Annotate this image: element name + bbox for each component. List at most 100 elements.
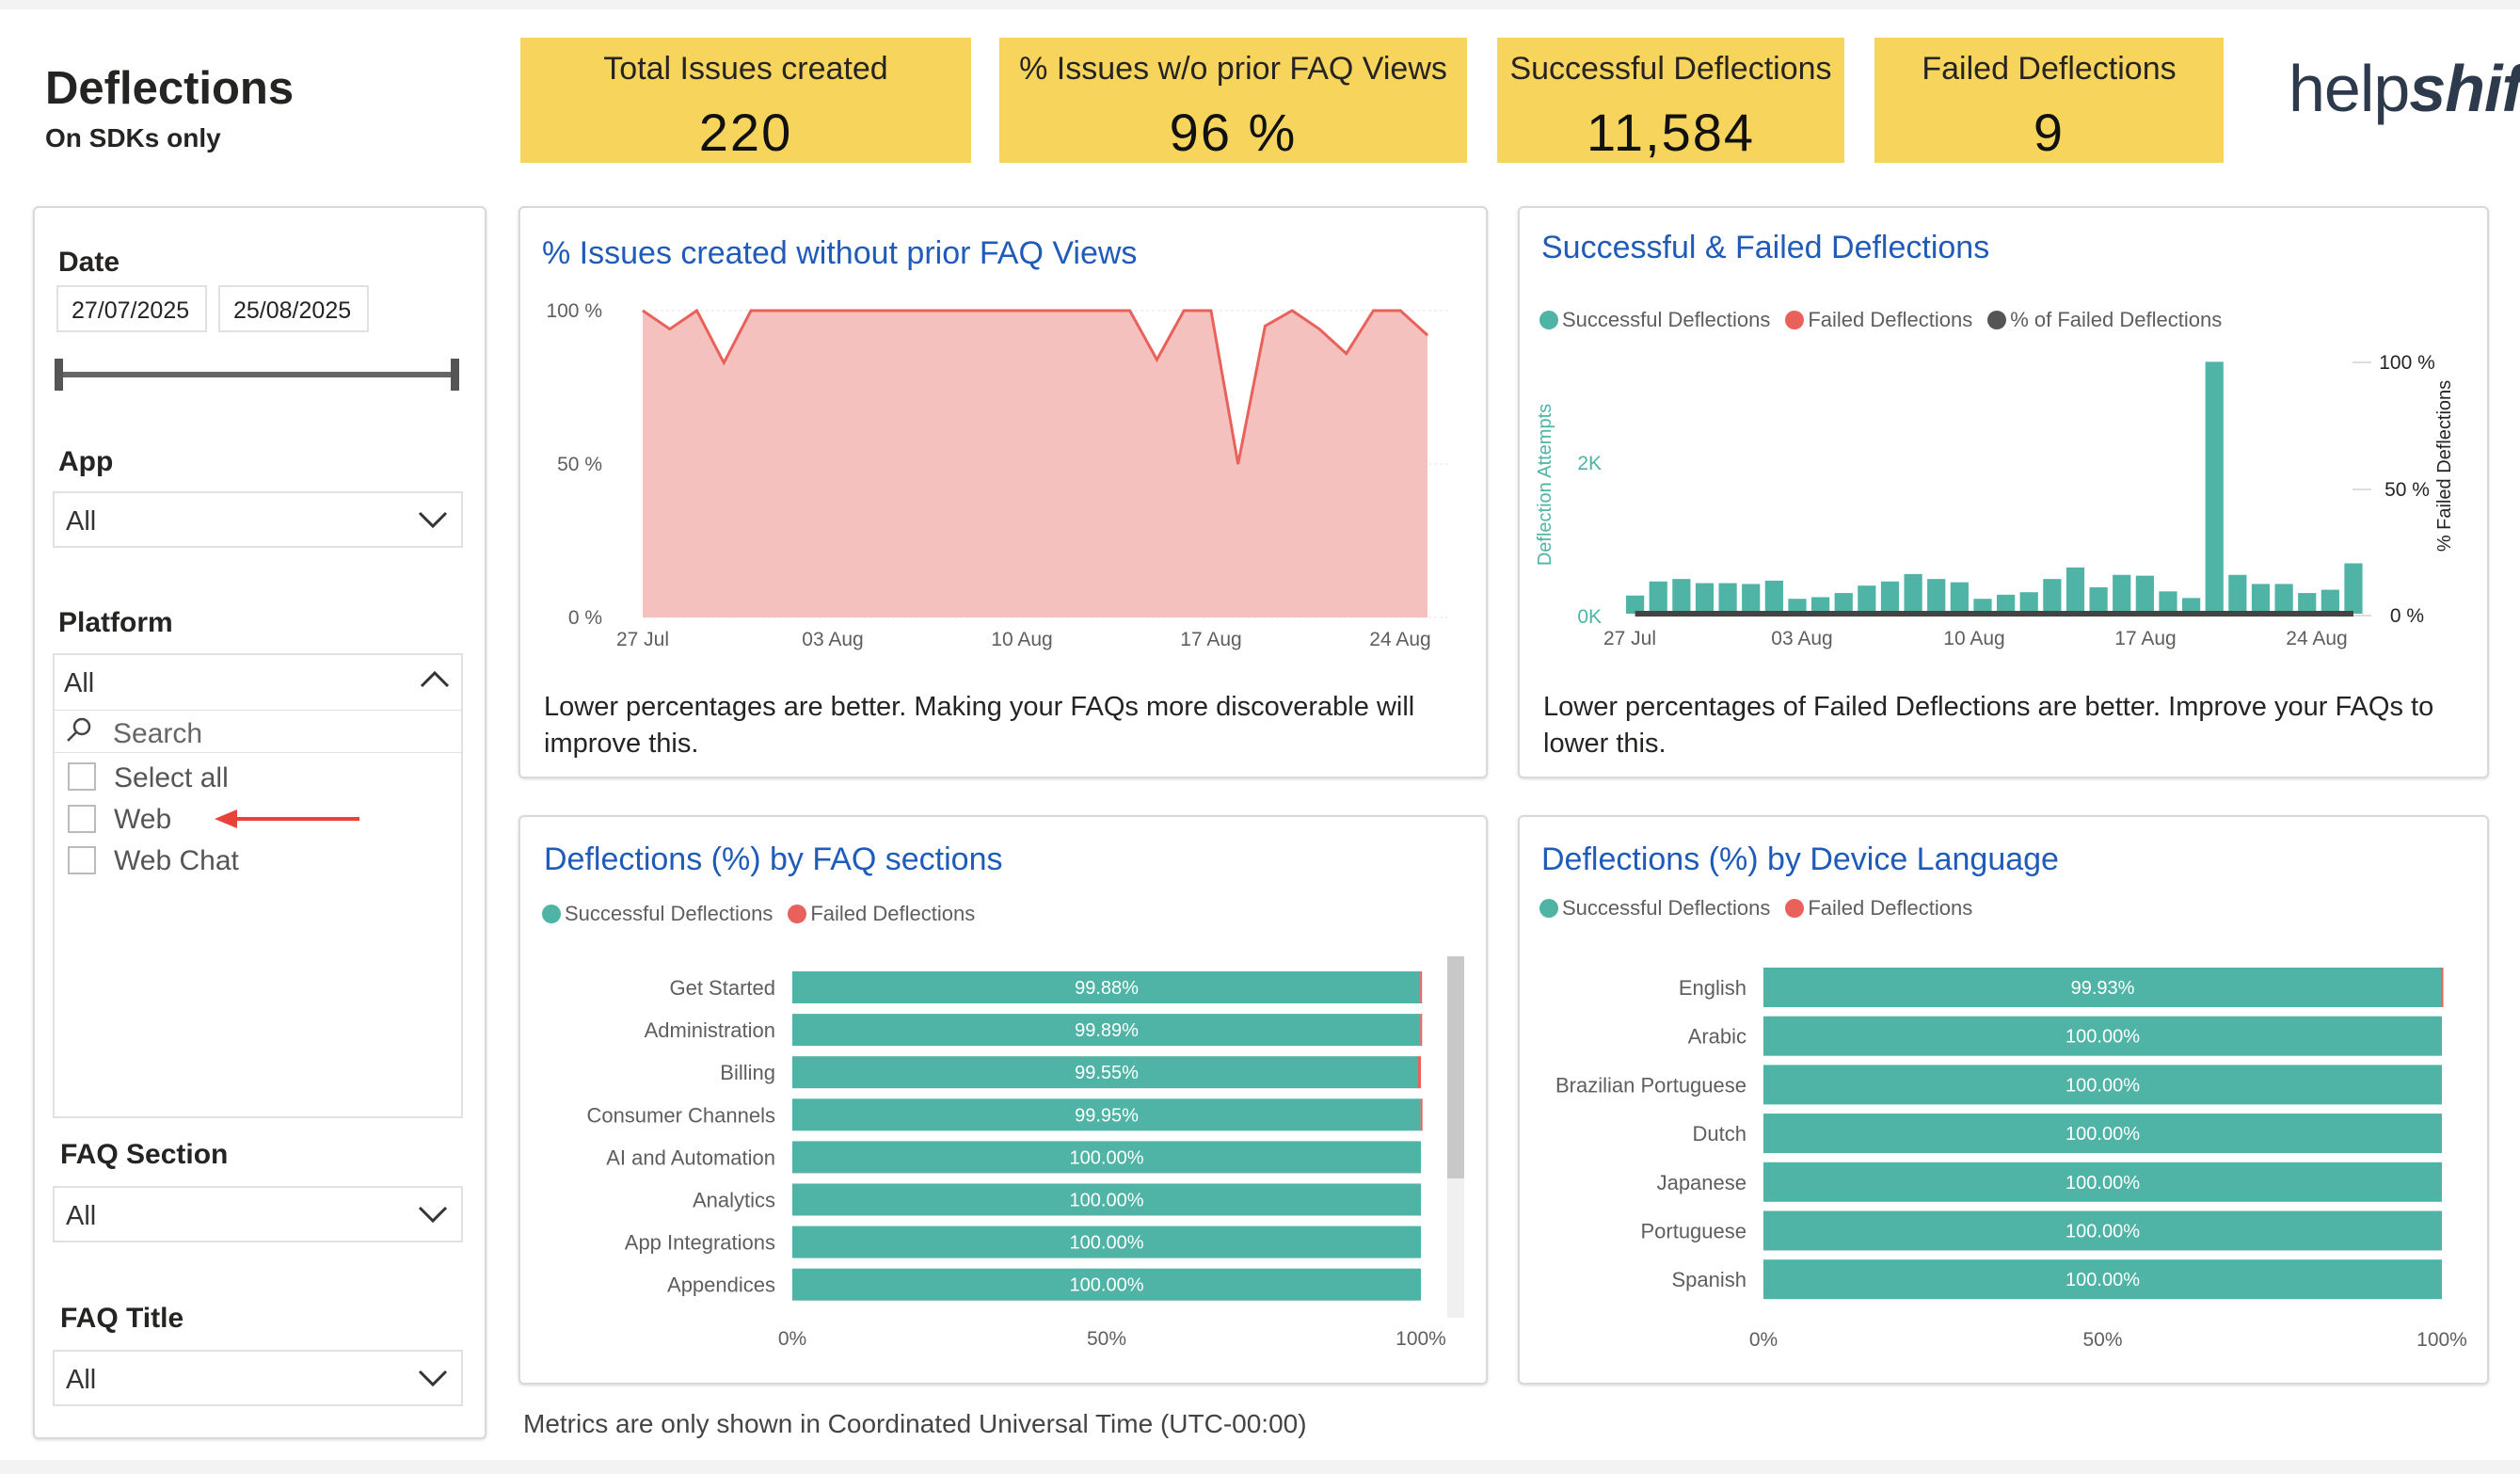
category-label: App Integrations [625,1231,775,1255]
data-point [1183,310,1185,312]
bar-successful [1927,579,1946,614]
bar-successful [1649,581,1667,614]
bar-successful [1950,582,1969,614]
date-start-input[interactable]: 27/07/2025 [56,285,207,332]
kpi-issues-without-faq[interactable]: % Issues w/o prior FAQ Views 96 % [999,38,1467,163]
legend-item-failed[interactable]: Failed Deflections [1785,308,1972,332]
option-web[interactable]: Web [114,804,172,835]
bar-successful [2228,574,2247,614]
chevron-down-icon [418,1370,448,1387]
data-point [885,310,887,312]
device-language-chart[interactable]: English 99.93% Arabic 100.00% Brazilian Port… [1524,941,2475,1365]
y2-axis-title: % Failed Deflections [2434,380,2455,552]
faq-title-dropdown-value: All [66,1365,97,1395]
data-point [642,310,644,312]
bar-successful [1763,1114,2442,1154]
legend-item-failed[interactable]: Failed Deflections [788,902,975,926]
logo-part-2: shift [2409,52,2520,125]
page-title: Deflections [45,63,295,114]
checkbox-web[interactable] [68,805,96,833]
category-label: Analytics [693,1189,775,1212]
category-label: Consumer Channels [586,1103,775,1127]
faq-title-dropdown[interactable]: All [53,1350,463,1406]
category-label: Administration [645,1018,775,1042]
data-label: 99.95% [1075,1105,1139,1126]
option-web-chat[interactable]: Web Chat [114,845,239,876]
faq-section-dropdown-value: All [66,1201,97,1231]
bar-successful [1764,580,1783,614]
faq-section-dropdown[interactable]: All [53,1186,463,1242]
data-point [1318,328,1320,330]
bar-successful [2135,575,2154,614]
bar-successful [2113,574,2131,614]
legend-dot-red [1785,899,1805,918]
slider-end-handle[interactable] [451,359,459,391]
legend-item-successful[interactable]: Successful Deflections [542,902,773,926]
data-point [1264,325,1266,327]
bar-successful [2298,593,2317,614]
checkbox-web-chat[interactable] [68,846,96,874]
legend-item-failed[interactable]: Failed Deflections [1785,896,1972,921]
bar-successful [792,1014,1421,1047]
kpi-value: 96 % [1169,103,1298,162]
legend-item-successful[interactable]: Successful Deflections [1539,896,1770,921]
platform-dropdown[interactable]: All [53,653,463,710]
category-label: Appendices [667,1274,775,1297]
bar-successful [1997,594,2016,614]
legend-item-failed-pct[interactable]: % of Failed Deflections [1987,308,2222,332]
series-line [642,308,1429,465]
bar-successful [1973,599,1992,614]
bar-failed [1420,971,1423,1003]
x-tick-label: 17 Aug [1180,629,1241,650]
checkbox-select-all[interactable] [68,762,96,791]
kpi-label: Successful Deflections [1509,51,1832,87]
x-tick-label: 100% [2416,1329,2467,1351]
data-label: 100.00% [1070,1275,1144,1296]
bar-successful [1763,1065,2442,1105]
date-range-slider[interactable] [53,356,461,393]
bar-successful [792,1141,1421,1174]
data-label: 100.00% [2065,1124,2140,1145]
deflections-title: Successful & Failed Deflections [1541,230,1990,265]
data-point [939,310,941,312]
data-point [1021,310,1023,312]
x-tick-label: 27 Jul [616,629,669,650]
data-point [696,310,698,312]
helpshift-logo: helpshift [2289,51,2520,126]
kpi-successful-deflections[interactable]: Successful Deflections 11,584 [1497,38,1844,163]
data-label: 99.89% [1075,1020,1139,1041]
area-fill [643,311,1427,617]
kpi-value: 11,584 [1586,103,1756,162]
faq-sections-chart[interactable]: Get Started 99.88% Administration 99.89% Bil… [527,941,1477,1365]
data-label: 99.93% [2071,978,2135,999]
platform-search-input[interactable]: Search [55,710,461,753]
deflections-description: Lower percentages of Failed Deflections … [1543,692,2434,759]
bar-failed [1420,1098,1423,1131]
kpi-total-issues[interactable]: Total Issues created 220 [520,38,971,163]
data-label: 100.00% [2065,1173,2140,1194]
bar-successful [1626,595,1645,614]
y2-tick-label: 100 % [2379,352,2435,374]
data-point [966,310,968,312]
x-tick-label: 03 Aug [802,629,863,650]
option-select-all[interactable]: Select all [114,762,229,793]
legend-item-successful[interactable]: Successful Deflections [1539,308,1770,332]
data-point [994,310,996,312]
scrollbar-thumb[interactable] [1447,956,1464,1178]
kpi-failed-deflections[interactable]: Failed Deflections 9 [1874,38,2224,163]
bar-successful [2321,589,2339,614]
bar-successful [1763,1162,2442,1202]
app-dropdown[interactable]: All [53,491,463,548]
legend-label: Failed Deflections [1808,896,1973,920]
data-point [1372,310,1374,312]
logo-part-1: help [2289,52,2410,125]
issues-pct-chart[interactable]: 100 % 50 % 0 % 27 Jul 03 Aug 10 Aug 17 Aug 24 A… [527,282,1468,659]
bar-successful [2043,579,2062,614]
deflections-chart[interactable]: Deflection Attempts % Failed Deflections 2… [1524,339,2477,659]
date-end-input[interactable]: 25/08/2025 [218,285,369,332]
kpi-label: Total Issues created [603,51,888,87]
date-filter-label: Date [58,247,120,278]
device-language-title: Deflections (%) by Device Language [1541,841,2059,877]
slider-start-handle[interactable] [55,359,63,391]
category-label: AI and Automation [606,1146,775,1169]
